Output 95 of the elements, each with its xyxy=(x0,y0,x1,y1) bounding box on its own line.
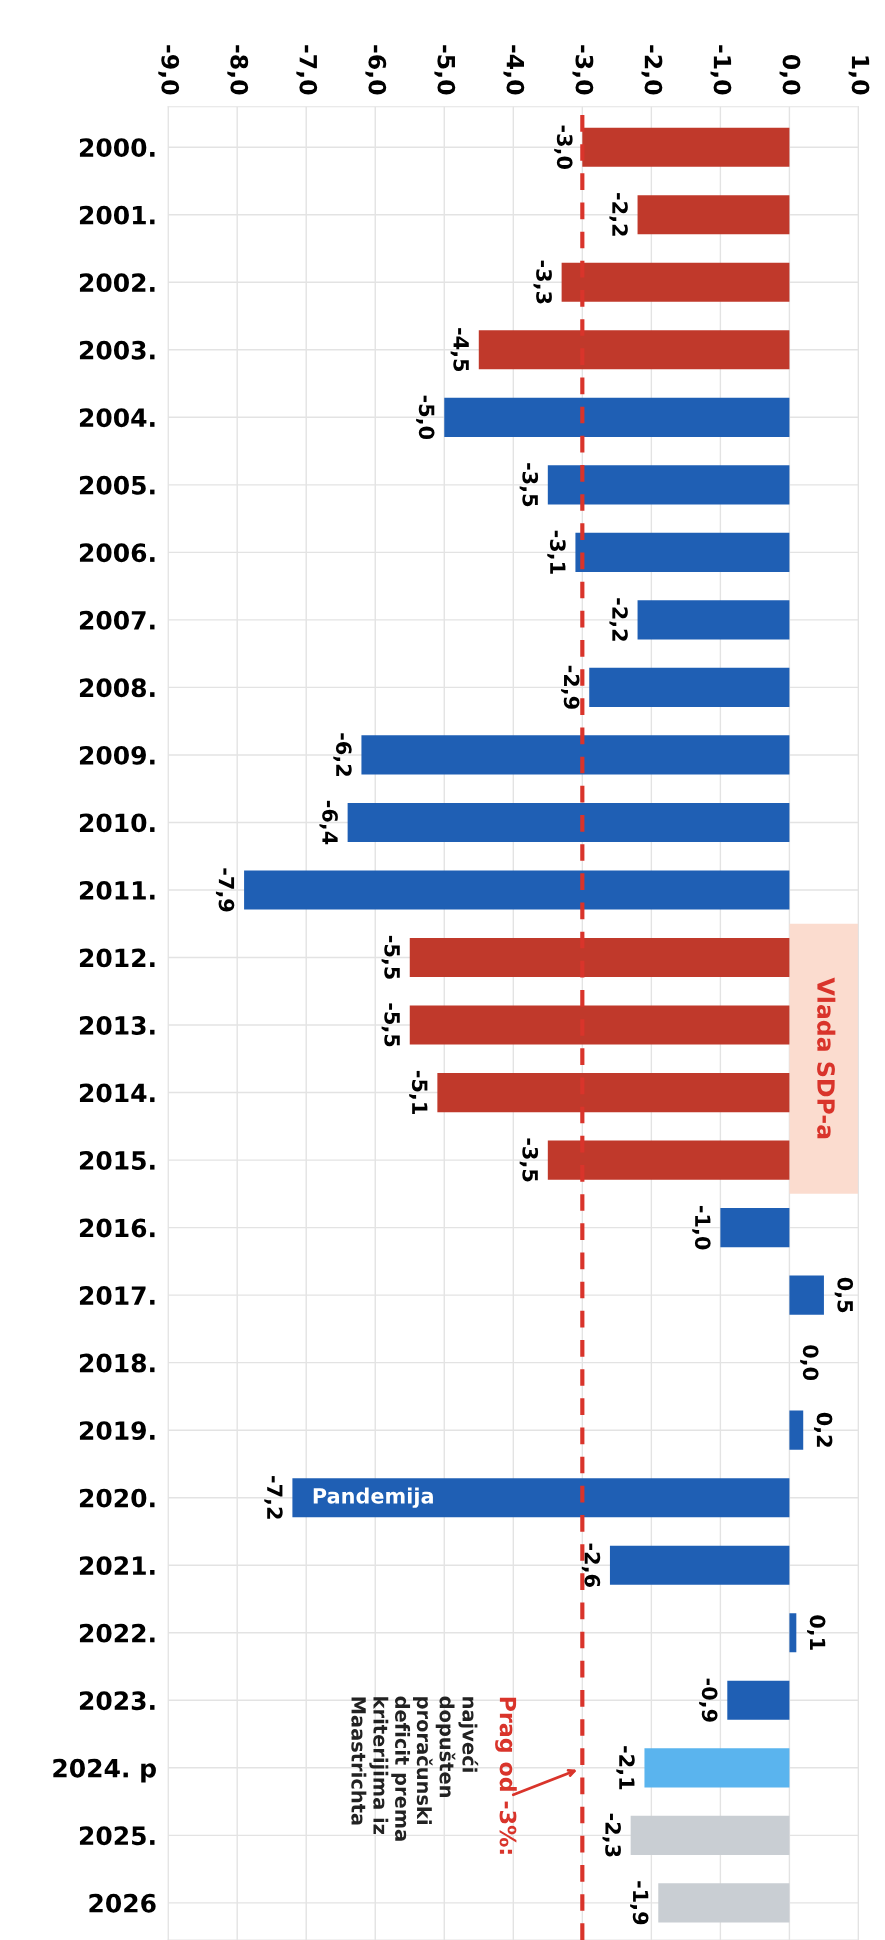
y-tick-label: 2009. xyxy=(79,745,155,765)
bar xyxy=(409,1005,790,1045)
bar xyxy=(720,1208,790,1248)
x-tick-label: -4,0 xyxy=(503,45,525,95)
y-tick-label: 2004. xyxy=(79,408,155,428)
y-tick-label: 2006. xyxy=(79,543,155,563)
y-tick-label: 2002. xyxy=(79,273,155,293)
bar xyxy=(575,532,790,572)
x-tick-label: -2,0 xyxy=(641,45,663,95)
y-tick-label: 2014. xyxy=(79,1083,155,1103)
annotation: Prag od -3%: xyxy=(495,1697,517,1854)
y-tick-label: 2005. xyxy=(79,475,155,495)
bar xyxy=(658,1883,790,1923)
y-tick-label: 2019. xyxy=(79,1421,155,1441)
bar xyxy=(637,195,790,235)
bar xyxy=(292,1478,790,1518)
data-label: -6,4 xyxy=(319,800,338,845)
bar xyxy=(637,600,790,640)
bar xyxy=(244,870,790,910)
bar xyxy=(789,1410,804,1450)
x-tick-label: -8,0 xyxy=(227,45,249,95)
y-tick-label: 2001. xyxy=(79,205,155,225)
y-tick-label: 2025. xyxy=(79,1826,155,1846)
y-tick-label: 2003. xyxy=(79,340,155,360)
annotation: najveći dopušten proračunski deficit prema kriterijima iz Maastrichta xyxy=(351,1696,479,1841)
y-tick-label: 2026 xyxy=(89,1893,156,1913)
data-label: -7,9 xyxy=(215,868,235,912)
bar xyxy=(789,1613,797,1653)
data-label: -2,2 xyxy=(609,598,628,641)
bar xyxy=(409,937,790,978)
y-tick-label: 2000. xyxy=(79,138,155,158)
y-tick-label: 2024. p xyxy=(53,1758,156,1783)
y-tick-label: 2017. xyxy=(79,1286,155,1305)
y-tick-label: 2016. xyxy=(79,1218,155,1238)
x-tick-label: -7,0 xyxy=(296,45,318,95)
bar xyxy=(347,802,790,843)
x-tick-label: 0,0 xyxy=(779,54,801,95)
bar xyxy=(478,330,790,370)
bar xyxy=(589,667,790,707)
data-label: -2,6 xyxy=(581,1543,601,1587)
y-tick-label: 2015. xyxy=(79,1151,155,1170)
y-tick-label: 2022. xyxy=(79,1623,155,1643)
y-tick-label: 2023. xyxy=(79,1691,155,1711)
data-label: -5,5 xyxy=(381,935,400,979)
bar xyxy=(361,735,790,775)
y-tick-label: 2018. xyxy=(79,1353,155,1373)
data-label: -3,5 xyxy=(519,463,539,507)
data-label: -0,9 xyxy=(699,1678,718,1722)
y-tick-label: 2011. xyxy=(79,880,155,900)
data-label: -3,1 xyxy=(547,530,566,574)
y-tick-label: 2008. xyxy=(79,678,155,698)
data-label: -5,5 xyxy=(381,1003,400,1047)
data-label: -2,1 xyxy=(616,1746,635,1790)
data-label: -2,9 xyxy=(561,665,580,709)
data-label: -2,2 xyxy=(609,193,628,236)
bar xyxy=(437,1072,790,1113)
bar xyxy=(547,1140,790,1180)
data-label: -3,0 xyxy=(554,125,573,169)
data-label: -5,0 xyxy=(416,395,435,440)
y-tick-label: 2013. xyxy=(79,1015,155,1035)
y-tick-label: 2010. xyxy=(79,813,155,833)
data-label: -3,5 xyxy=(519,1138,539,1182)
x-tick-label: 1,0 xyxy=(848,56,870,95)
bar xyxy=(444,397,790,437)
data-label: -3,3 xyxy=(533,260,552,304)
bar xyxy=(727,1680,790,1720)
annotation: Pandemija xyxy=(313,1487,433,1508)
data-label: 0,5 xyxy=(834,1277,854,1313)
bar xyxy=(582,127,790,167)
y-tick-label: 2020. xyxy=(79,1488,155,1508)
x-tick-label: -6,0 xyxy=(365,45,387,95)
y-tick-label: 2012. xyxy=(79,948,155,968)
x-tick-label: -9,0 xyxy=(158,45,180,95)
data-label: 0,0 xyxy=(800,1345,819,1381)
bar xyxy=(609,1545,790,1585)
bar xyxy=(547,465,790,505)
data-label: -1,9 xyxy=(630,1881,649,1925)
x-tick-label: -3,0 xyxy=(572,45,594,95)
data-label: -5,1 xyxy=(409,1070,428,1114)
data-label: -6,2 xyxy=(333,733,352,776)
bar xyxy=(644,1748,790,1788)
data-label: 0,2 xyxy=(813,1412,833,1447)
data-label: -4,5 xyxy=(450,328,469,372)
data-label: -1,0 xyxy=(692,1205,711,1250)
band-label: Vlada SDP-a xyxy=(817,977,836,1139)
bar xyxy=(561,262,790,302)
y-tick-label: 2007. xyxy=(79,610,155,630)
bar xyxy=(789,1275,824,1315)
data-label: -2,3 xyxy=(602,1813,621,1857)
data-label: 0,1 xyxy=(807,1615,826,1650)
x-tick-label: -1,0 xyxy=(710,45,732,95)
x-tick-label: -5,0 xyxy=(434,45,456,95)
data-label: -7,2 xyxy=(264,1476,283,1519)
bar xyxy=(630,1815,790,1855)
y-tick-label: 2021. xyxy=(79,1556,155,1576)
